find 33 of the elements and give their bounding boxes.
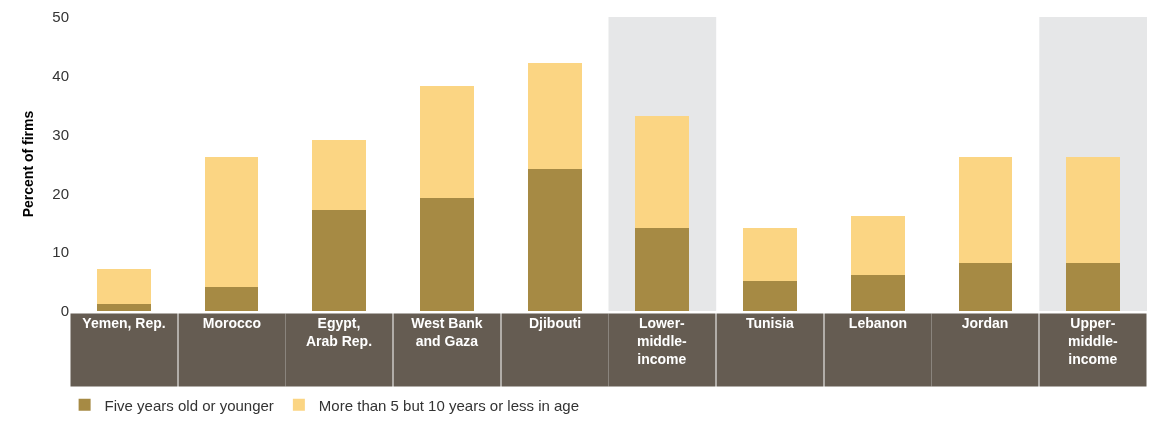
bar — [958, 156, 1013, 264]
bar — [850, 215, 905, 276]
bar — [204, 286, 259, 311]
bar — [96, 303, 151, 311]
x-tick-label: Morocco — [202, 315, 262, 331]
bar — [635, 116, 690, 228]
x-tick-label: Djibouti — [528, 315, 582, 331]
x-tick-label: Lebanon — [848, 315, 908, 331]
x-tick-label: Egypt, Arab Rep. — [305, 315, 373, 350]
bar — [1066, 156, 1121, 264]
legend-label: Five years old or younger — [104, 396, 274, 414]
bar — [204, 156, 259, 287]
x-tick-label: Tunisia — [745, 315, 795, 331]
y-tick-label: 0 — [60, 302, 69, 320]
x-tick-label: Upper- middle- income — [1067, 315, 1119, 368]
bar — [420, 86, 474, 199]
bar — [743, 227, 797, 282]
y-tick-label: 50 — [52, 8, 69, 26]
y-tick-label: 30 — [52, 125, 69, 143]
y-tick-label: 20 — [52, 184, 69, 202]
bar — [743, 281, 797, 311]
bar — [96, 269, 151, 304]
x-tick-label: West Bank and Gaza — [411, 315, 483, 350]
y-tick-label: 40 — [52, 67, 69, 85]
x-tick-label: Jordan — [961, 315, 1009, 331]
x-tick-label: Yemen, Rep. — [82, 315, 166, 331]
bar — [527, 62, 582, 169]
y-tick-label: 10 — [52, 243, 69, 261]
legend-label: More than 5 but 10 years or less in age — [318, 396, 580, 414]
x-tick-label: Lower- middle- income — [636, 315, 688, 368]
bar — [312, 140, 367, 210]
y-axis-title: Percent of firms — [19, 110, 36, 218]
bar — [850, 275, 905, 311]
